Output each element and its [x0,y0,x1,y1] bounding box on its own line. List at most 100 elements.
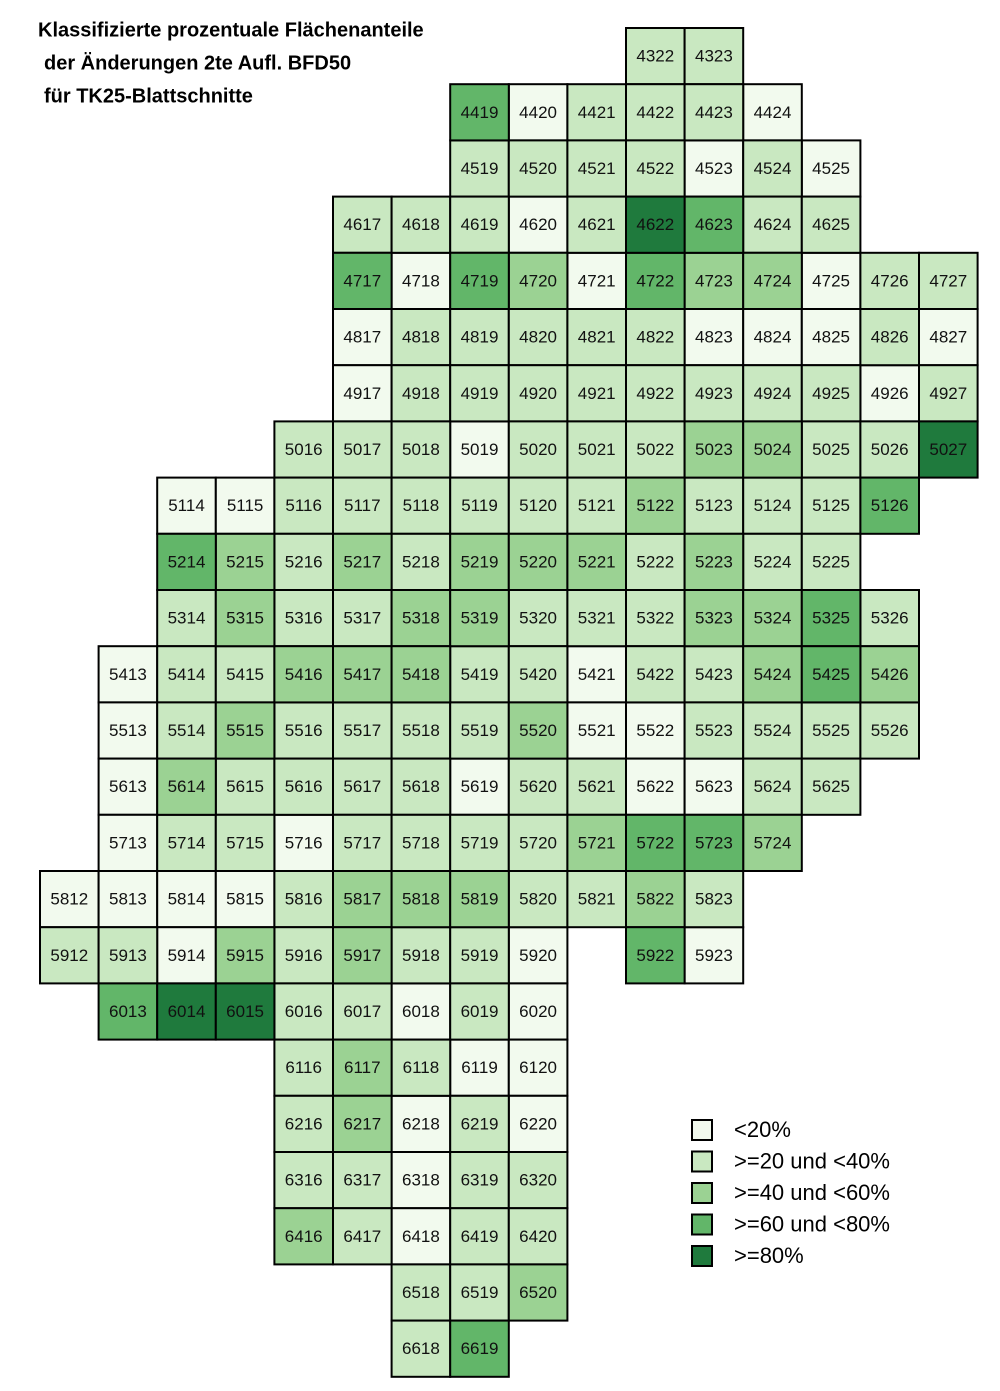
sheet-cell [566,757,628,816]
sheet-cell [683,926,745,985]
sheet-cell [332,870,393,929]
sheet-label: 5325 [812,609,850,628]
sheet-label: 5920 [519,946,557,965]
sheet-cell [214,813,276,872]
sheet-label: 5216 [285,552,323,571]
sheet-label: 5225 [812,552,850,571]
sheet-label: 5815 [226,890,264,909]
sheet-label: 4525 [812,159,850,178]
sheet-label: 5721 [578,833,616,852]
sheet-label: 6317 [343,1171,381,1190]
sheet-cell [273,757,334,816]
sheet-cell [156,532,217,591]
sheet-cell [800,757,862,816]
sheet-cell [800,139,862,198]
sheet-cell [390,1319,452,1378]
sheet-cell [683,701,745,760]
sheet-cell [390,420,452,479]
sheet-cell [566,589,628,648]
sheet-label: 4922 [636,384,674,403]
sheet-label: 5123 [695,496,733,515]
sheet-cell [918,251,979,311]
sheet-label: 5915 [226,946,264,965]
sheet-label: 4323 [695,47,733,66]
sheet-label: 4621 [578,215,616,234]
sheet-label: 5414 [168,665,206,684]
sheet-label: 5423 [695,665,733,684]
sheet-cell [800,195,862,254]
sheet-cell [214,532,276,591]
sheet-label: 5723 [695,833,733,852]
sheet-cell [273,532,334,591]
sheet-label: 5823 [695,890,733,909]
sheet-cell [507,139,569,198]
sheet-label: 5520 [519,721,557,740]
sheet-label: 5415 [226,665,264,684]
sheet-cell [390,757,452,816]
sheet-label: 4623 [695,215,733,234]
sheet-cell [273,1094,334,1154]
sheet-cell [273,420,334,479]
sheet-label: 4724 [754,271,792,290]
sheet-cell [449,1319,510,1378]
sheet-cell [214,701,276,760]
sheet-label: 5526 [871,721,909,740]
sheet-cell [449,813,510,872]
sheet-cell [683,532,745,591]
sheet-cell [507,701,569,760]
sheet-label: 5319 [461,609,499,628]
sheet-cell [332,1207,393,1266]
sheet-cell [566,701,628,760]
sheet-label: 4719 [461,271,499,290]
sheet-label: 5621 [578,777,616,796]
sheet-cell [390,645,452,704]
sheet-cell [449,870,510,929]
sheet-label: 4620 [519,215,557,234]
sheet-cell [273,1207,334,1266]
sheet-cell [390,1038,452,1097]
sheet-cell [507,645,569,704]
sheet-label: 5812 [50,890,88,909]
sheet-cell [742,364,803,423]
sheet-cell [625,701,686,760]
sheet-label: 5623 [695,777,733,796]
sheet-label: 5718 [402,833,440,852]
sheet-cell [214,645,276,704]
sheet-cell [449,139,510,198]
sheet-label: 5916 [285,946,323,965]
sheet-cell [800,532,862,591]
sheet-cell [742,589,803,648]
sheet-label: 4520 [519,159,557,178]
sheet-label: 4919 [461,384,499,403]
sheet-label: 5218 [402,552,440,571]
sheet-label: 5121 [578,496,616,515]
sheet-label: 4524 [754,159,792,178]
sheet-label: 6119 [461,1058,498,1077]
sheet-label: 5215 [226,552,264,571]
sheet-label: 6518 [402,1283,440,1302]
sheet-cell [449,476,510,535]
sheet-label: 5618 [402,777,440,796]
sheet-label: 4618 [402,215,440,234]
sheet-label: 4420 [519,103,557,122]
sheet-label: 4421 [578,103,616,122]
sheet-label: 4422 [636,103,674,122]
sheet-label: 5118 [403,496,440,515]
sheet-cell [566,532,628,591]
sheet-label: 4818 [402,328,440,347]
sheet-label: 5717 [343,833,381,852]
sheet-label: 5022 [636,440,674,459]
sheet-cell [156,476,217,535]
sheet-cell [449,1094,510,1154]
sheet-label: 4726 [871,271,909,290]
sheet-label: 5020 [519,440,557,459]
sheet-label: 5525 [812,721,850,740]
sheet-cell [683,27,745,86]
sheet-cell [332,926,393,985]
sheet-label: 5814 [168,890,206,909]
sheet-cell [566,813,628,872]
sheet-cell [800,308,862,367]
legend-swatch [691,1150,713,1173]
sheet-label: 5117 [344,496,381,515]
